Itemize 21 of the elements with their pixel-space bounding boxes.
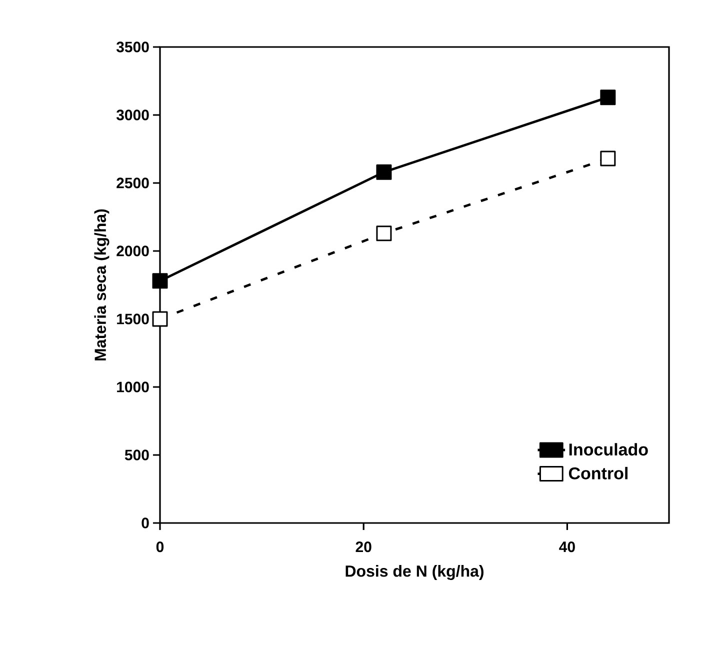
point [600,150,616,166]
y-tick-label: 2000 [116,246,149,256]
y-tick-label: 3000 [116,110,149,120]
y-axis-title: Materia seca (kg/ha) [94,209,110,360]
point [152,311,168,327]
y-tick-label: 500 [124,450,149,460]
y-tick-label: 3500 [116,42,149,52]
legend-label: Inoculado [569,443,648,456]
point [376,164,392,180]
y-tick-label: 2500 [116,178,149,188]
x-axis-title: Dosis de N (kg/ha) [346,565,484,580]
x-tick-label: 0 [156,542,164,552]
x-tick-label: 20 [356,542,372,552]
x-tick-label: 40 [559,542,575,552]
y-tick-label: 1500 [117,314,149,324]
point [600,90,616,106]
point [376,226,392,242]
legend-label: Control [568,466,628,480]
y-tick-label: 1000 [117,382,149,392]
point [152,273,168,289]
y-tick-label: 0 [142,518,149,528]
